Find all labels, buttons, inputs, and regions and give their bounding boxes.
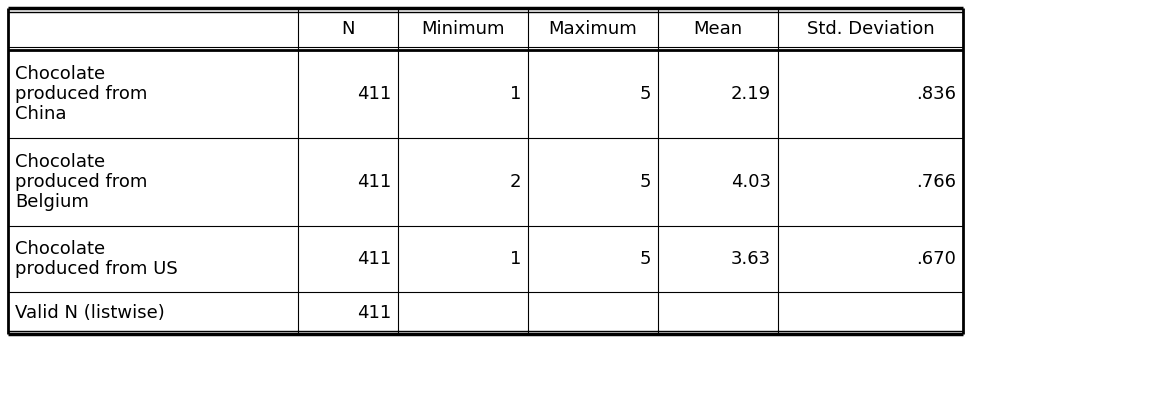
Text: 4.03: 4.03 xyxy=(731,173,772,191)
Text: produced from: produced from xyxy=(15,173,148,191)
Text: 411: 411 xyxy=(357,173,392,191)
Text: produced from US: produced from US xyxy=(15,260,178,278)
Text: 411: 411 xyxy=(357,304,392,322)
Text: Chocolate: Chocolate xyxy=(15,240,105,258)
Text: N: N xyxy=(341,20,355,38)
Text: .670: .670 xyxy=(916,250,956,268)
Text: Valid N (listwise): Valid N (listwise) xyxy=(15,304,165,322)
Text: 5: 5 xyxy=(640,173,651,191)
Text: 1: 1 xyxy=(509,250,521,268)
Text: Chocolate: Chocolate xyxy=(15,153,105,171)
Text: 411: 411 xyxy=(357,85,392,103)
Text: Mean: Mean xyxy=(693,20,743,38)
Text: 2.19: 2.19 xyxy=(731,85,772,103)
Text: China: China xyxy=(15,105,67,123)
Text: 3.63: 3.63 xyxy=(731,250,772,268)
Text: 2: 2 xyxy=(509,173,521,191)
Text: .766: .766 xyxy=(916,173,956,191)
Text: 1: 1 xyxy=(509,85,521,103)
Text: 5: 5 xyxy=(640,85,651,103)
Text: 5: 5 xyxy=(640,250,651,268)
Text: Belgium: Belgium xyxy=(15,193,89,211)
Text: Chocolate: Chocolate xyxy=(15,65,105,83)
Text: Std. Deviation: Std. Deviation xyxy=(806,20,934,38)
Text: Minimum: Minimum xyxy=(422,20,505,38)
Text: .836: .836 xyxy=(916,85,956,103)
Text: 411: 411 xyxy=(357,250,392,268)
Text: Maximum: Maximum xyxy=(549,20,638,38)
Text: produced from: produced from xyxy=(15,85,148,103)
